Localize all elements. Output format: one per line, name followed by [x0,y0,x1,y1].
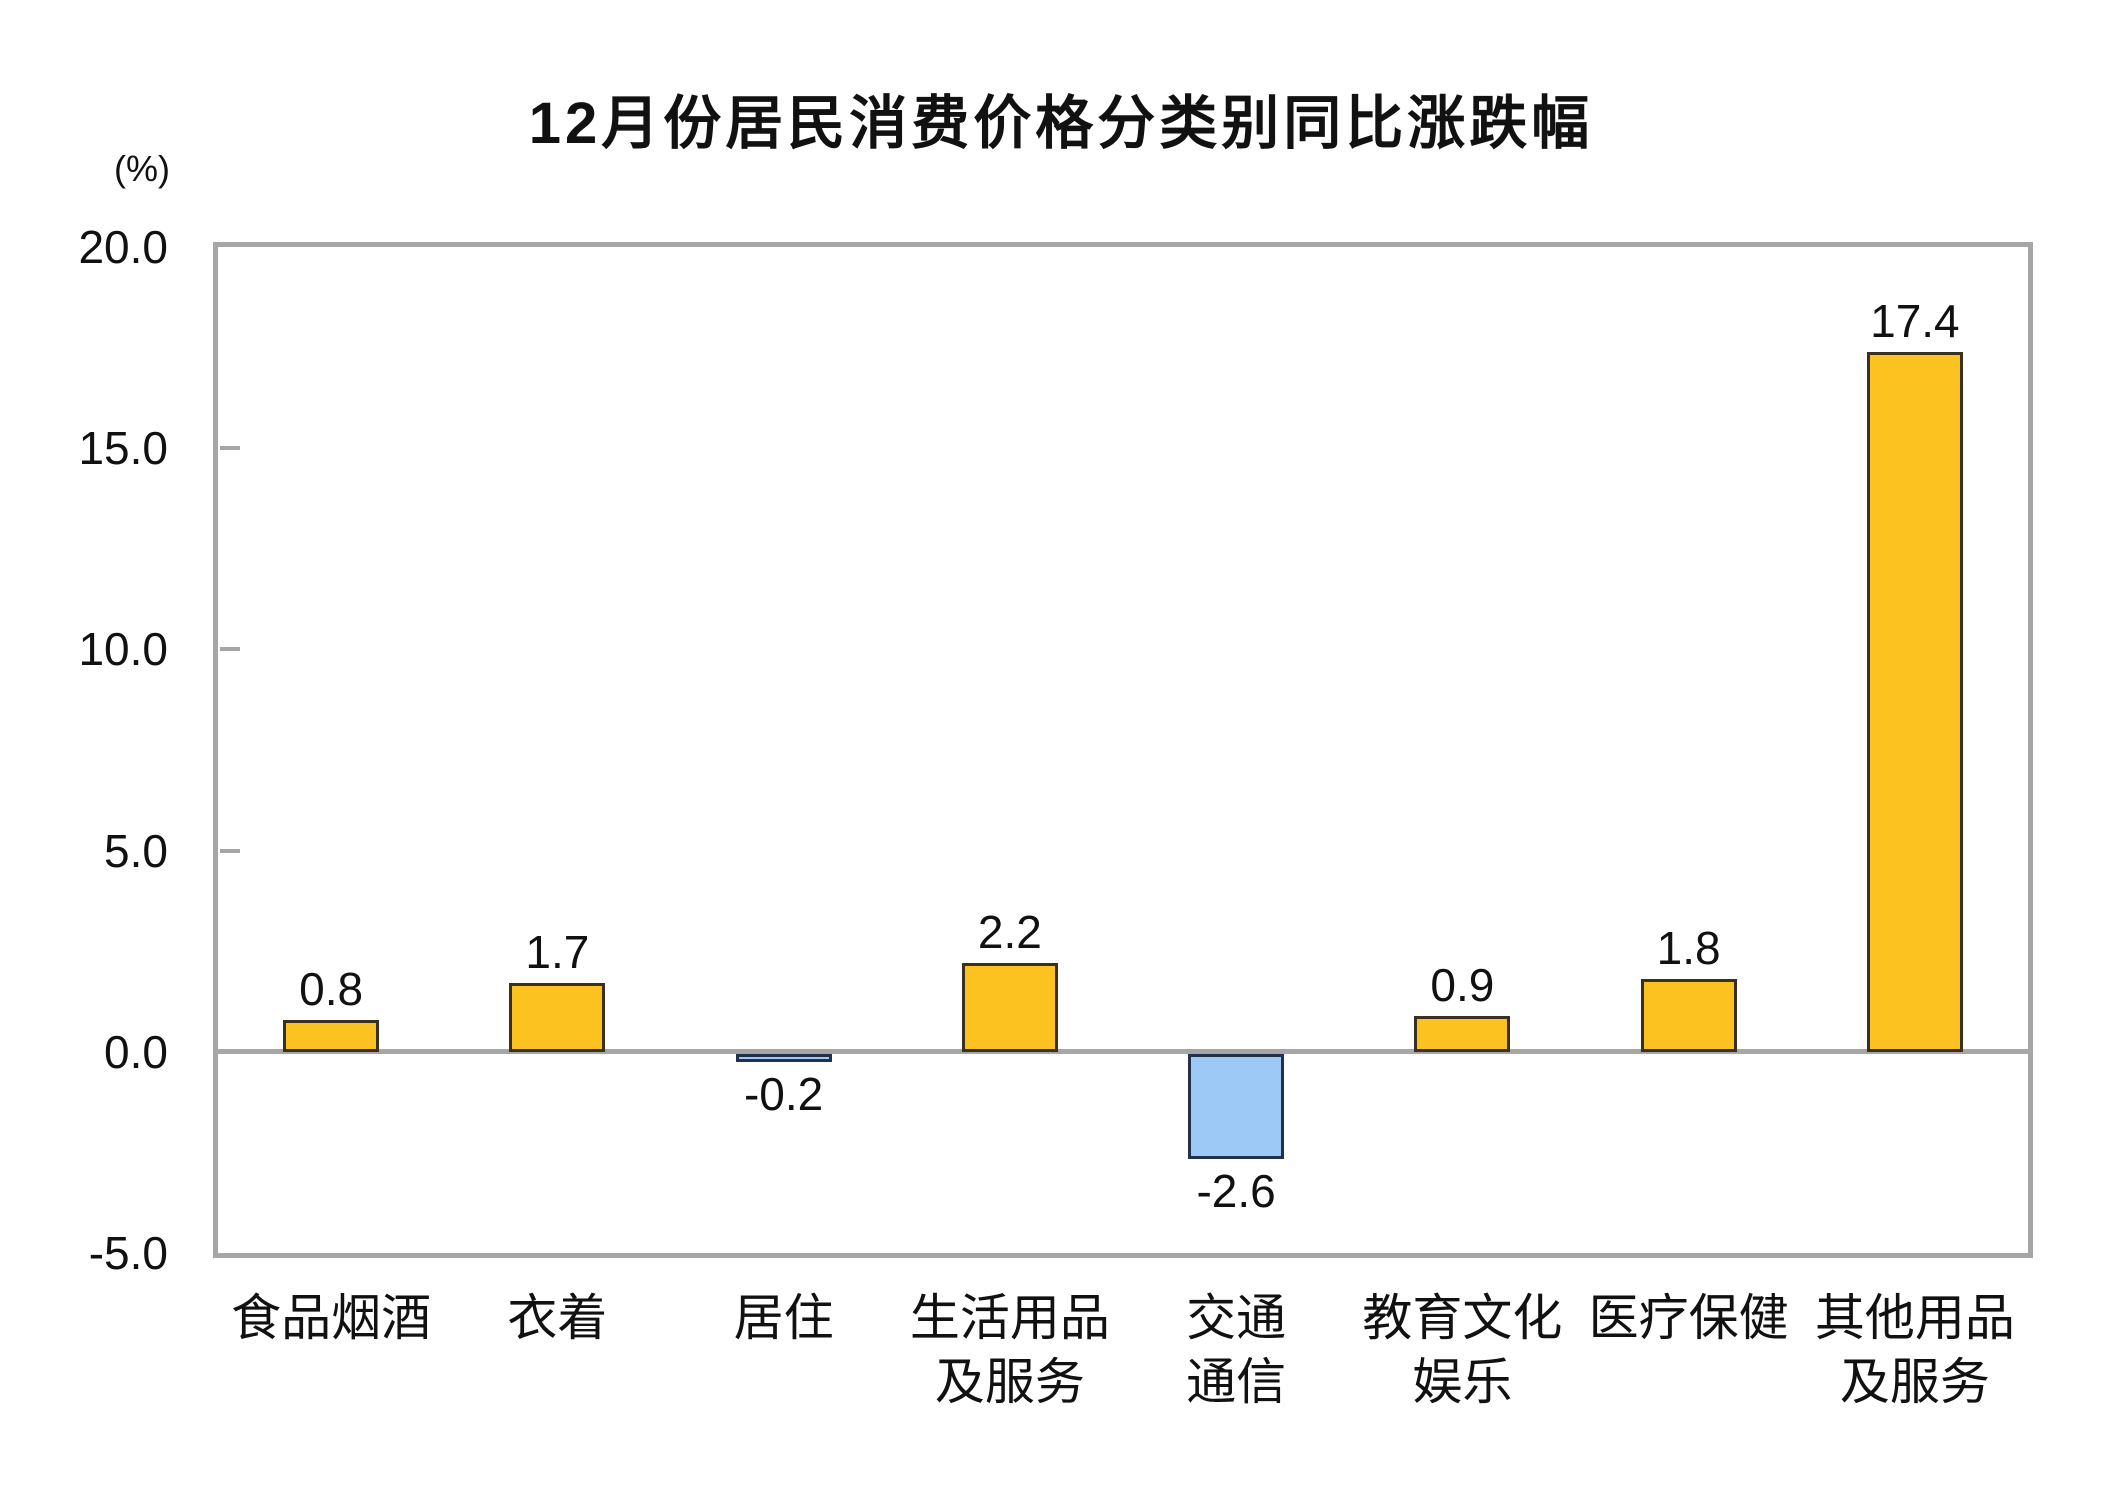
zero-line [218,1049,2028,1055]
y-axis-tick-label: 10.0 [78,623,168,676]
bar-value-label: -2.6 [1196,1164,1276,1217]
bar-value-label: 0.9 [1430,958,1495,1011]
plot-area [213,242,2033,1258]
bar-value-label: 1.7 [525,926,590,979]
y-axis-tick-label: 5.0 [104,824,168,877]
y-axis-tick-mark [220,647,240,652]
y-axis-unit-label: (%) [114,148,170,189]
bar-value-label: 1.8 [1656,922,1721,975]
chart-title: 12月份居民消费价格分类别同比涨跌幅 [528,91,1594,156]
bar-value-label: 2.2 [977,906,1042,959]
x-axis-label: 食品烟酒 [231,1290,432,1346]
bar [1866,351,1963,1052]
bar [961,963,1058,1052]
x-axis-label: 医疗保健 [1588,1290,1789,1346]
x-axis-label: 衣着 [507,1290,608,1346]
x-axis-label: 生活用品 及服务 [909,1290,1110,1410]
y-axis-tick-label: 15.0 [78,422,168,475]
bar [1414,1015,1511,1052]
bar [1188,1054,1285,1159]
bar [1640,979,1737,1052]
bar-value-label: -0.2 [743,1068,824,1121]
x-axis-label: 教育文化 娱乐 [1362,1290,1563,1410]
x-axis-label: 居住 [733,1290,834,1346]
y-axis-tick-label: 0.0 [104,1025,168,1078]
x-axis-label: 其他用品 及服务 [1814,1290,2015,1410]
bar-value-label: 0.8 [299,962,364,1015]
bar [509,983,606,1052]
y-axis-tick-label: 20.0 [78,221,168,273]
y-axis-tick-label: -5.0 [88,1227,168,1279]
bar [283,1019,380,1052]
x-axis-label: 交通 通信 [1186,1290,1287,1410]
y-axis-tick-mark [220,848,240,853]
bar [735,1054,832,1063]
y-axis-tick-mark [220,446,240,451]
bar-value-label: 17.4 [1870,294,1960,347]
